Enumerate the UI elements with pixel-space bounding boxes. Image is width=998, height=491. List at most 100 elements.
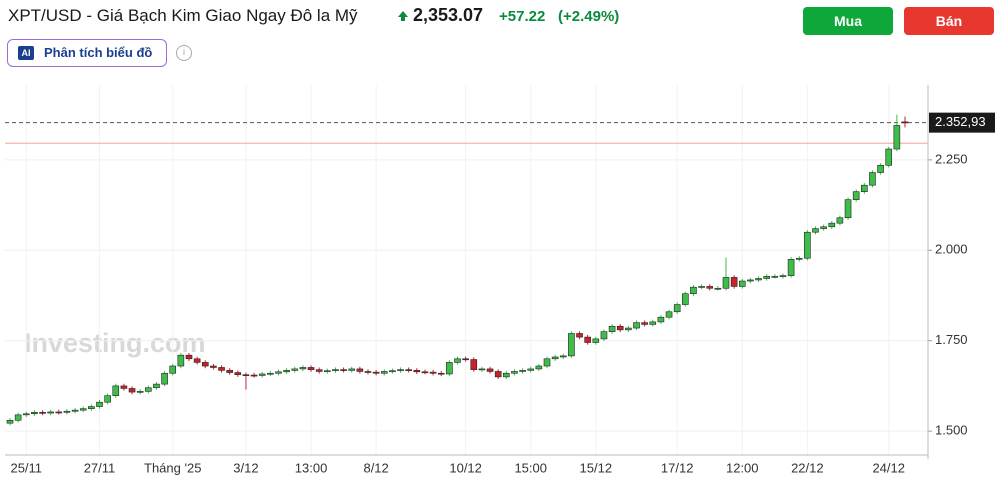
candle-body [258,373,266,376]
chart-analysis-label: Phân tích biểu đồ [44,45,153,60]
candle-body [901,121,909,124]
candle-body [242,374,250,377]
candle-body [348,368,356,371]
candle-body [706,286,714,289]
candle-body [145,387,152,392]
candle-body [852,191,860,200]
candle-body [828,222,836,228]
candle-body [193,358,201,363]
candle-body [112,385,120,396]
candle-body [210,365,217,368]
candle-body [356,368,364,372]
candle-body [185,354,193,360]
candle-body [698,286,705,288]
x-tick-label: 3/12 [233,460,258,475]
candle-body [771,276,779,278]
candle-body [494,371,502,378]
x-tick-label: Tháng '25 [144,460,201,475]
candle-body [161,372,168,385]
candle-body [299,367,307,370]
candle-body [55,411,63,414]
x-tick-label: 12:00 [726,460,759,475]
candle-body [153,383,160,389]
candle-body [714,287,722,290]
candle-body [169,365,177,374]
candle-body [738,280,746,287]
candle-body [372,371,380,374]
x-tick-label: 22/12 [791,460,824,475]
candle-body [519,370,526,372]
candle-body [527,368,535,371]
price-change-percent: (+2.49%) [558,8,620,25]
instrument-title: XPT/USD - Giá Bạch Kim Giao Ngay Đô la M… [8,6,358,25]
candle-body [454,358,461,363]
candle-body [543,358,551,367]
info-icon[interactable]: i [176,45,192,61]
x-tick-label: 8/12 [363,460,388,475]
y-tick-label: 2.000 [935,242,968,257]
y-tick-label: 1.500 [935,423,968,438]
candle-body [877,164,884,173]
candle-body [63,410,71,413]
candle-body [861,184,868,192]
buy-button[interactable]: Mua [803,7,893,35]
candle-body [600,331,608,340]
chart-analysis-button[interactable]: AI Phân tích biểu đồ [7,39,167,67]
candle-body [462,358,469,361]
candle-body [657,316,665,323]
candle-body [96,401,103,407]
x-tick-label: 10/12 [449,460,482,475]
candle-body [315,369,323,372]
candle-body [535,365,543,370]
candle-body [673,304,681,313]
last-price-label: 2.352,93 [935,114,986,129]
price-change: +57.22 [499,8,546,25]
candle-body [795,257,803,260]
candle-body [332,369,339,372]
candle-body [779,275,787,277]
candle-body [690,286,697,294]
candle-body [413,370,421,373]
candle-body [836,217,844,224]
candle-body [511,371,518,374]
candle-body [405,369,412,371]
candle-body [136,391,144,393]
candle-body [665,311,673,318]
candle-body [682,293,689,305]
candle-body [885,148,893,166]
x-tick-label: 13:00 [295,460,328,475]
candle-body [250,374,258,377]
candle-body [763,276,770,279]
candle-body [446,362,453,375]
candle-body [649,321,657,325]
candle-body [730,277,738,287]
candle-body [844,199,852,219]
candle-body [429,371,437,374]
candle-body [478,368,486,371]
candle-body [39,412,46,414]
candle-body [291,368,299,371]
x-tick-label: 24/12 [872,460,905,475]
candle-body [616,325,624,331]
candle-body [568,333,575,357]
candle-body [820,226,827,229]
x-tick-label: 27/11 [84,460,116,475]
candle-body [47,411,54,414]
candle-body [722,277,730,289]
sell-button[interactable]: Bán [904,7,994,35]
ai-icon: AI [18,46,34,60]
candle-body [804,231,811,259]
candle-body [592,338,600,343]
candle-body [503,372,510,378]
candle-body [226,370,233,373]
candle-body [633,322,640,329]
candle-body [389,370,396,373]
x-tick-label: 25/11 [10,460,42,475]
candle-body [486,368,494,372]
up-arrow [398,11,408,21]
candle-body [559,355,567,358]
x-tick-label: 15:00 [514,460,547,475]
candle-body [283,370,290,373]
